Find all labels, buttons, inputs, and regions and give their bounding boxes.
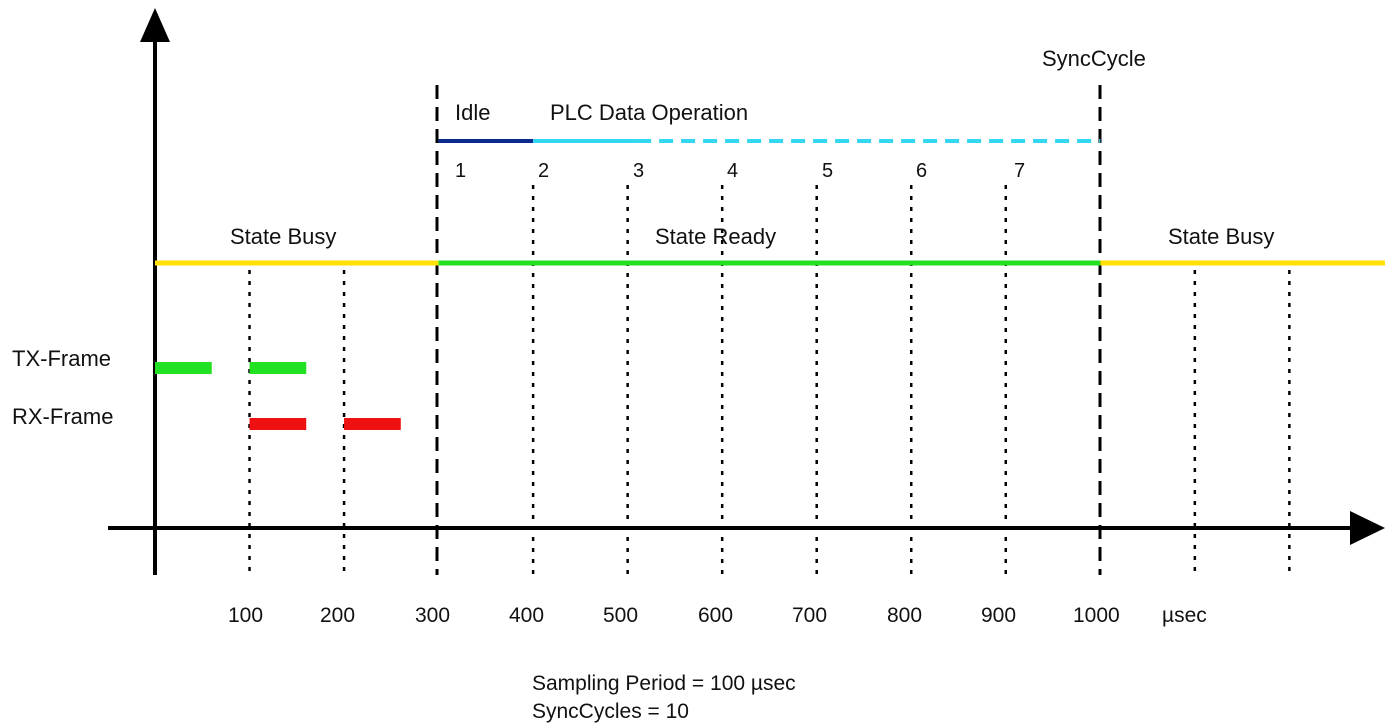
idle-label: Idle <box>455 100 490 125</box>
x-unit-label: µsec <box>1162 604 1207 627</box>
x-tick-labels: 100 200 300 400 500 600 700 800 900 1000 <box>228 604 1120 627</box>
frame-bars <box>155 362 401 430</box>
x-tick-label: 800 <box>887 604 922 627</box>
sync-cycles-note: SyncCycles = 10 <box>532 700 689 723</box>
sampling-period-note: Sampling Period = 100 µsec <box>532 672 796 695</box>
phase-numbers: 1 2 3 4 5 6 7 <box>455 160 1025 182</box>
plc-data-operation-label: PLC Data Operation <box>550 100 748 125</box>
x-axis-arrowhead <box>1350 511 1385 545</box>
sample-gridlines <box>248 185 1291 575</box>
x-tick-label: 900 <box>981 604 1016 627</box>
phase-number: 4 <box>727 160 738 182</box>
phase-number: 6 <box>916 160 927 182</box>
state-busy-left-label: State Busy <box>230 224 336 249</box>
rx-frame-label: RX-Frame <box>12 404 113 429</box>
sync-cycle-label: SyncCycle <box>1042 46 1146 71</box>
phase-number: 3 <box>633 160 644 182</box>
x-tick-label: 100 <box>228 604 263 627</box>
phase-number: 7 <box>1014 160 1025 182</box>
x-tick-label: 600 <box>698 604 733 627</box>
x-tick-label: 1000 <box>1073 604 1120 627</box>
state-busy-right-label: State Busy <box>1168 224 1274 249</box>
x-tick-label: 400 <box>509 604 544 627</box>
x-tick-label: 300 <box>415 604 450 627</box>
x-tick-label: 200 <box>320 604 355 627</box>
y-axis-arrowhead <box>140 8 170 42</box>
state-ready-label: State Ready <box>655 224 776 249</box>
axes <box>108 8 1385 575</box>
phase-number: 1 <box>455 160 466 182</box>
tx-frame-label: TX-Frame <box>12 346 111 371</box>
x-tick-label: 700 <box>792 604 827 627</box>
x-tick-label: 500 <box>603 604 638 627</box>
phase-number: 2 <box>538 160 549 182</box>
phase-number: 5 <box>822 160 833 182</box>
